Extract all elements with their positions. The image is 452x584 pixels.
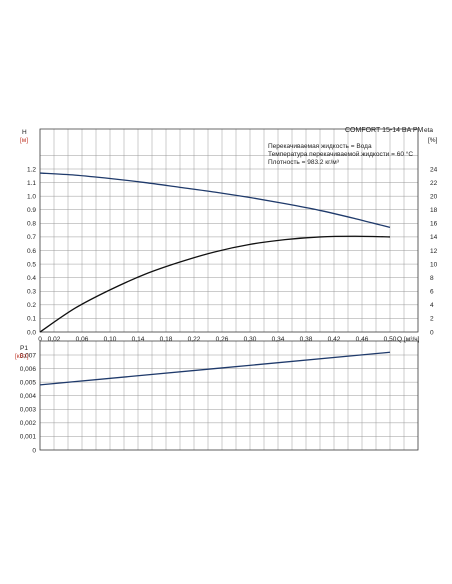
chart-title: COMFORT 15-14 BA PM	[345, 127, 423, 134]
power-tick-label: 0,003	[20, 407, 37, 414]
y-tick-label: 0.8	[27, 221, 36, 228]
y2-axis-unit-eta: [%]	[428, 137, 438, 144]
y-tick-label: 1.1	[27, 180, 36, 187]
y-axis-unit-head: [м]	[20, 137, 28, 144]
y2-tick-label: 10	[430, 261, 438, 268]
x-axis-label-q: Q	[397, 336, 402, 343]
info-line-temperature: Температура перекачиваемой жидкости = 60…	[268, 150, 413, 158]
x-tick-label: 0,02	[48, 336, 61, 343]
power-tick-label: 0,005	[20, 379, 37, 386]
head-curve	[39, 172, 391, 229]
y-tick-label: 0.5	[27, 261, 36, 268]
x-tick-label: 0,10	[104, 336, 117, 343]
x-tick-label: 0	[38, 336, 42, 343]
y2-tick-label: 14	[430, 234, 438, 241]
info-line-liquid: Перекачиваемая жидкость = Вода	[268, 143, 372, 150]
y2-tick-label: 8	[430, 275, 434, 282]
power-tick-label: 0,004	[20, 393, 37, 400]
y-tick-label: 0.2	[27, 302, 36, 309]
y2-tick-label: 18	[430, 207, 438, 214]
x-tick-label: 0,18	[160, 336, 173, 343]
power-tick-label: 0	[32, 447, 36, 454]
x-tick-label: 0,42	[328, 336, 341, 343]
x-tick-label: 0,30	[244, 336, 257, 343]
power-tick-label: 0,002	[20, 420, 37, 427]
y2-axis-label-eta: eta	[424, 127, 433, 134]
x-tick-label: 0,38	[300, 336, 313, 343]
x-tick-label: 0,14	[132, 336, 145, 343]
y-axis-label-head: H	[22, 129, 27, 136]
x-tick-label: 0,06	[76, 336, 89, 343]
y-tick-label: 1.0	[27, 193, 36, 200]
power-tick-label: 0,001	[20, 434, 37, 441]
y-tick-label: 0.6	[27, 248, 36, 255]
y2-tick-label: 22	[430, 180, 438, 187]
y-tick-label: 1.2	[27, 166, 36, 173]
y2-tick-label: 4	[430, 302, 434, 309]
y-tick-label: 0.7	[27, 234, 36, 241]
y2-tick-label: 0	[430, 329, 434, 336]
y-axis-unit-power: [кВт]	[15, 353, 29, 360]
y-tick-label: 0.3	[27, 289, 36, 296]
efficiency-curve	[39, 235, 391, 333]
y2-tick-label: 6	[430, 289, 434, 296]
y2-tick-label: 2	[430, 316, 434, 323]
plot-frame-top	[39, 128, 419, 333]
power-tick-label: 0,006	[20, 366, 37, 373]
power-tick-label: 0,007	[20, 352, 37, 359]
x-tick-label: 0,34	[272, 336, 285, 343]
info-line-density: Плотность = 983.2 кг/м³	[268, 159, 340, 166]
y-tick-label: 0.0	[27, 329, 36, 336]
x-tick-label: 0,46	[356, 336, 369, 343]
x-tick-label: 0,50	[384, 336, 397, 343]
y-axis-label-power: P1	[20, 345, 28, 352]
y-tick-label: 0.4	[27, 275, 36, 282]
y2-tick-label: 20	[430, 193, 438, 200]
x-tick-label: 0,26	[216, 336, 229, 343]
y2-tick-label: 12	[430, 248, 438, 255]
plot-frame-bottom	[39, 340, 419, 451]
y2-tick-label: 24	[430, 166, 438, 173]
x-axis-unit-q: [м³/ч]	[404, 336, 420, 343]
y-tick-label: 0.1	[27, 316, 36, 323]
x-tick-label: 0,22	[188, 336, 201, 343]
power-curve	[39, 351, 391, 386]
y-tick-label: 0.9	[27, 207, 36, 214]
y2-tick-label: 16	[430, 221, 438, 228]
